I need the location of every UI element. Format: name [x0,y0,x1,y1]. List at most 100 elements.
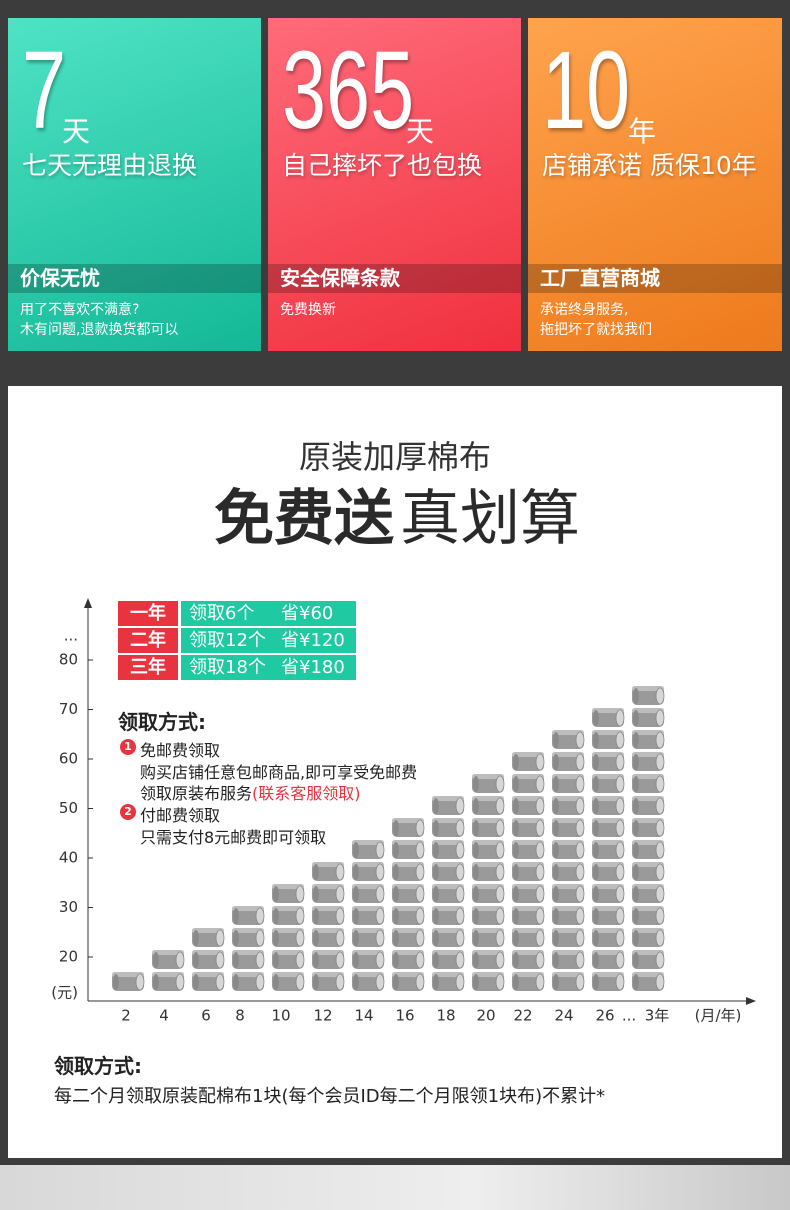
roll-end [233,952,239,968]
x-tick-label: 20 [476,1007,495,1025]
roll-end [575,731,585,749]
x-unit: (月/年) [695,1007,742,1025]
roll-shade [512,774,544,779]
roll-end [353,842,359,858]
roll-end [153,952,159,968]
roll-end [375,973,385,991]
roll-shade [552,862,584,867]
roll-end [535,951,545,969]
roll-stack [592,708,625,991]
roll-end [593,732,599,748]
roll-shade [432,796,464,801]
y-tick-label: 80 [59,651,78,669]
roll-shade [632,884,664,889]
roll-end [633,732,639,748]
roll-end [513,886,519,902]
roll-end [415,907,425,925]
roll-end [655,885,665,903]
roll-shade [472,862,504,867]
roll-shade [552,796,584,801]
roll-shade [512,862,544,867]
roll-shade [552,972,584,977]
roll-end [513,864,519,880]
roll-shade [432,884,464,889]
big-number: 10 [542,29,631,152]
roll-end [433,820,439,836]
roll-end [553,952,559,968]
roll-end [655,731,665,749]
roll-end [233,974,239,990]
roll-end [553,974,559,990]
roll-end [353,886,359,902]
x-arrow [746,997,756,1005]
roll-end [353,930,359,946]
roll-end [335,973,345,991]
roll-end [313,930,319,946]
roll-shade [352,950,384,955]
roll-end [375,951,385,969]
roll-end [175,973,185,991]
roll-end [433,952,439,968]
roll-shade [392,928,424,933]
subtitle: 原装加厚棉布 [298,438,491,476]
roll-end [593,908,599,924]
roll-end [433,974,439,990]
roll-end [615,973,625,991]
x-tick-label: 10 [271,1007,290,1025]
roll-end [575,951,585,969]
roll-shade [272,972,304,977]
roll-end [335,951,345,969]
roll-end [655,929,665,947]
roll-end [513,820,519,836]
roll-shade [432,862,464,867]
roll-stack [152,950,185,991]
roll-end [535,775,545,793]
roll-shade [472,906,504,911]
x-tick-label: 4 [159,1007,169,1025]
roll-end [495,929,505,947]
roll-end [193,952,199,968]
roll-end [575,753,585,771]
roll-end [455,797,465,815]
roll-end [593,952,599,968]
roll-end [513,754,519,770]
roll-shade [352,862,384,867]
roll-shade [632,686,664,691]
roll-end [295,973,305,991]
roll-end [615,907,625,925]
roll-shade [552,906,584,911]
card: 10 年店铺承诺 质保10年 工厂直营商城 承诺终身服务, 拖把坏了就找我们 [528,18,782,351]
roll-shade [312,950,344,955]
roll-shade [432,950,464,955]
roll-end [353,952,359,968]
roll-end [353,974,359,990]
roll-end [593,974,599,990]
roll-shade [512,818,544,823]
roll-end [535,841,545,859]
roll-end [575,885,585,903]
roll-end [553,732,559,748]
roll-stack [352,840,385,991]
roll-end [513,908,519,924]
roll-end [593,930,599,946]
roll-end [633,798,639,814]
roll-end [633,842,639,858]
roll-shade [592,928,624,933]
roll-end [633,886,639,902]
roll-end [593,864,599,880]
roll-shade [632,730,664,735]
roll-stack [272,884,305,991]
y-arrow [84,598,92,608]
desc: 免费换新 [280,300,336,320]
roll-end [295,951,305,969]
roll-end [433,908,439,924]
roll-end [535,907,545,925]
roll-shade [592,708,624,713]
footer-text: 每二个月领取原装配棉布1块(每个会员ID每二个月限领1块布)不累计* [54,1086,606,1107]
roll-shade [272,906,304,911]
roll-shade [592,950,624,955]
roll-shade [512,796,544,801]
roll-end [615,753,625,771]
roll-end [335,863,345,881]
